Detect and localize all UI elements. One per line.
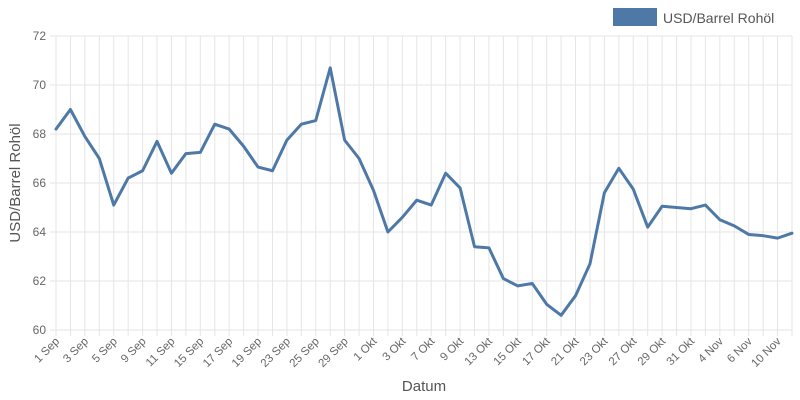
x-tick-label: 23 Okt — [578, 335, 611, 368]
y-tick-label: 62 — [33, 274, 47, 288]
x-tick-label: 15 Sep — [172, 336, 206, 370]
x-tick-label: 1 Sep — [32, 336, 62, 366]
x-tick-label: 17 Sep — [201, 336, 235, 370]
x-tick-label: 29 Okt — [636, 335, 669, 368]
x-axis-title: Datum — [402, 378, 446, 395]
x-tick-label: 5 Sep — [90, 336, 120, 366]
y-tick-label: 68 — [33, 127, 47, 141]
x-tick-label: 11 Sep — [144, 336, 178, 370]
y-tick-label: 64 — [33, 225, 47, 239]
x-tick-label: 10 Nov — [749, 335, 783, 369]
series-line-usd-barrel[interactable] — [54, 66, 794, 317]
x-tick-label: 19 Sep — [230, 336, 264, 370]
x-tick-label: 3 Sep — [61, 336, 91, 366]
x-tick-label: 3 Okt — [381, 335, 409, 363]
x-tick-label: 13 Okt — [463, 335, 496, 368]
series-lines — [54, 66, 794, 317]
y-tick-label: 66 — [33, 176, 47, 190]
y-tick-label: 70 — [33, 78, 47, 92]
x-tick-label: 23 Sep — [259, 336, 293, 370]
x-tick-label: 17 Okt — [520, 335, 553, 368]
x-tick-label: 29 Sep — [316, 336, 350, 370]
x-tick-label: 15 Okt — [491, 335, 524, 368]
x-tick-label: 25 Sep — [288, 336, 322, 370]
x-tick-label: 31 Okt — [665, 335, 698, 368]
y-axis-ticks: 60 62 64 66 68 70 72 — [33, 29, 47, 337]
x-tick-label: 1 Okt — [352, 335, 380, 363]
grid-lines — [50, 35, 793, 336]
legend[interactable]: USD/Barrel Rohöl — [613, 8, 774, 26]
legend-label[interactable]: USD/Barrel Rohöl — [663, 10, 774, 26]
y-tick-label: 72 — [33, 29, 47, 43]
x-tick-label: 4 Nov — [696, 335, 726, 365]
x-tick-label: 27 Okt — [607, 335, 640, 368]
x-tick-label: 21 Okt — [549, 335, 582, 368]
legend-swatch[interactable] — [613, 8, 657, 26]
y-axis-title: USD/Barrel Rohöl — [7, 123, 24, 242]
x-tick-label: 7 Okt — [409, 335, 437, 363]
y-tick-label: 60 — [33, 323, 47, 337]
